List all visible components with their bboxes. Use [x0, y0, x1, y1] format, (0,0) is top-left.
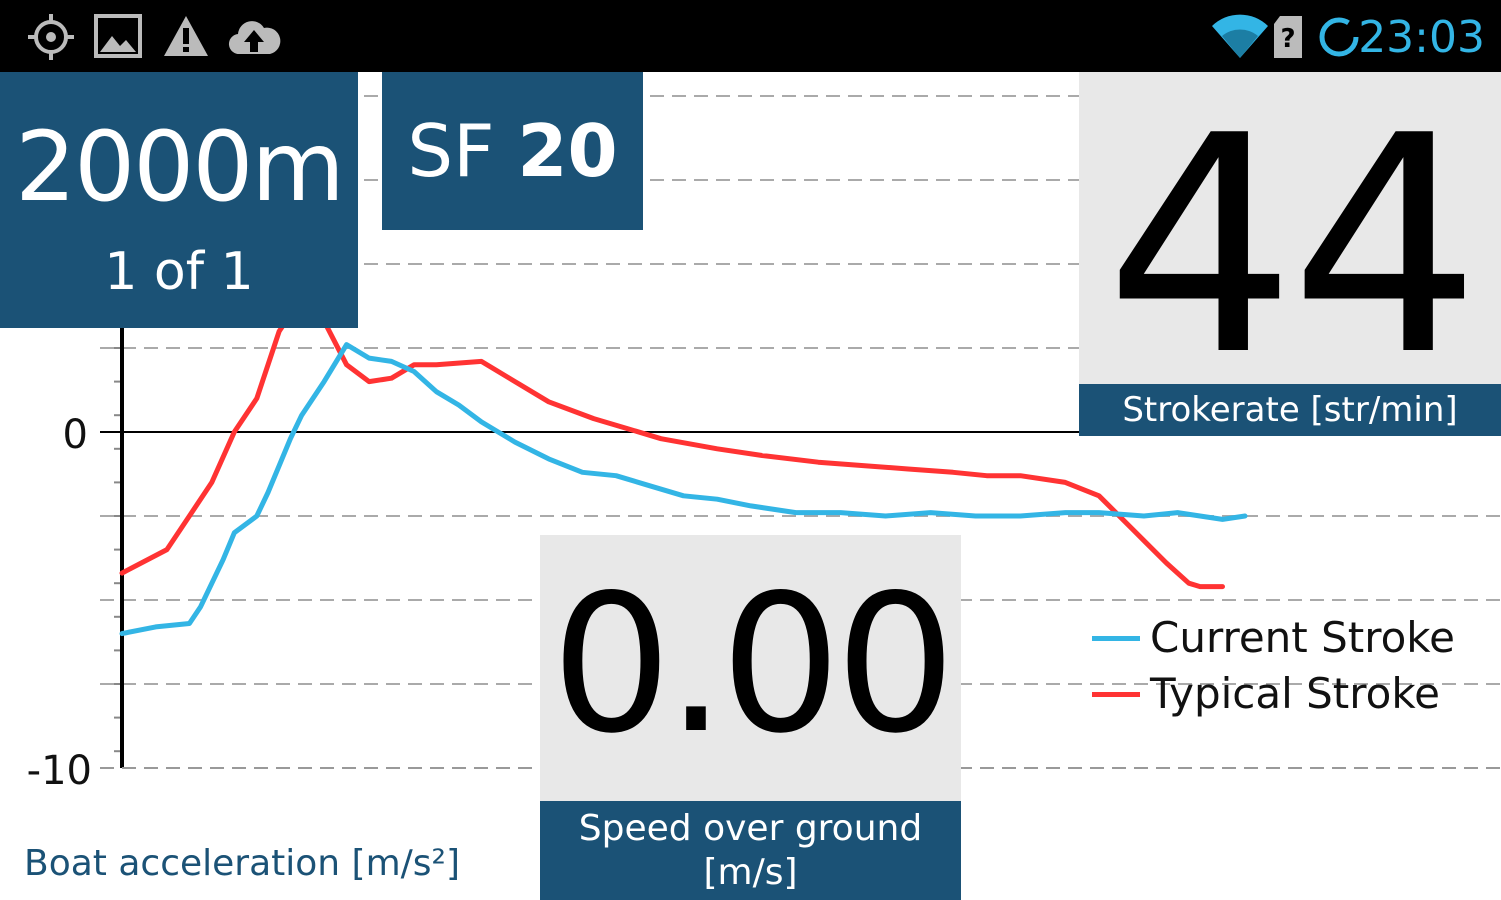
warning-icon	[164, 16, 208, 56]
series-line-typical-stroke	[119, 311, 1225, 590]
legend-label-typical: Typical Stroke	[1150, 669, 1440, 718]
speed-panel: 0.00 Speed over ground [m/s]	[540, 535, 961, 900]
sync-icon	[1319, 17, 1359, 57]
no-sim-icon: ?	[1274, 16, 1302, 58]
piece-count: 1 of 1	[104, 242, 254, 302]
series-layer	[119, 311, 1248, 637]
sf-prefix: SF	[407, 109, 495, 193]
speed-value: 0.00	[550, 554, 956, 775]
gps-icon	[28, 14, 74, 60]
stroke-factor-panel: SF 20	[382, 72, 643, 230]
legend-swatch-typical	[1092, 692, 1140, 697]
strokerate-panel: 44 Strokerate [str/min]	[1079, 72, 1501, 436]
status-bar: ? 23:03	[0, 0, 1501, 72]
cloud-upload-icon	[228, 21, 281, 55]
speed-label: Speed over ground [m/s]	[540, 801, 961, 900]
y-tick-minus-10: -10	[27, 748, 92, 794]
strokerate-label: Strokerate [str/min]	[1079, 384, 1501, 436]
wifi-icon	[1212, 14, 1268, 58]
acceleration-axis-label: Boat acceleration [m/s²]	[24, 843, 461, 884]
speed-label-line2: [m/s]	[703, 852, 798, 893]
distance-value: 2000m	[15, 111, 345, 223]
strokerate-background	[1079, 72, 1501, 384]
svg-text:?: ?	[1280, 24, 1295, 54]
speed-background	[540, 535, 961, 801]
series-line-current-stroke	[119, 342, 1248, 637]
distance-panel: 2000m 1 of 1	[0, 72, 358, 328]
image-icon	[94, 14, 142, 58]
strokerate-value: 44	[1105, 72, 1481, 421]
legend-label-current: Current Stroke	[1150, 613, 1455, 662]
clock: 23:03	[1358, 12, 1485, 63]
sf-value: 20	[517, 109, 618, 193]
y-tick-0: 0	[63, 412, 88, 458]
speed-label-line1: Speed over ground	[578, 808, 923, 849]
legend-swatch-current	[1092, 636, 1140, 641]
